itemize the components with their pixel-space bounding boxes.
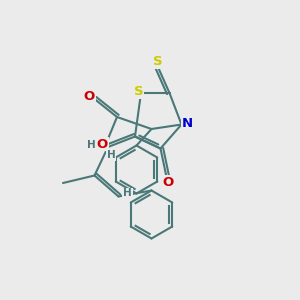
Text: S: S bbox=[153, 55, 162, 68]
Text: O: O bbox=[162, 176, 174, 189]
Text: H: H bbox=[106, 150, 116, 161]
Text: S: S bbox=[134, 85, 143, 98]
Text: O: O bbox=[96, 137, 108, 151]
Text: O: O bbox=[83, 90, 95, 103]
Text: N: N bbox=[182, 117, 193, 130]
Text: H: H bbox=[87, 140, 96, 150]
Text: H: H bbox=[123, 188, 132, 199]
